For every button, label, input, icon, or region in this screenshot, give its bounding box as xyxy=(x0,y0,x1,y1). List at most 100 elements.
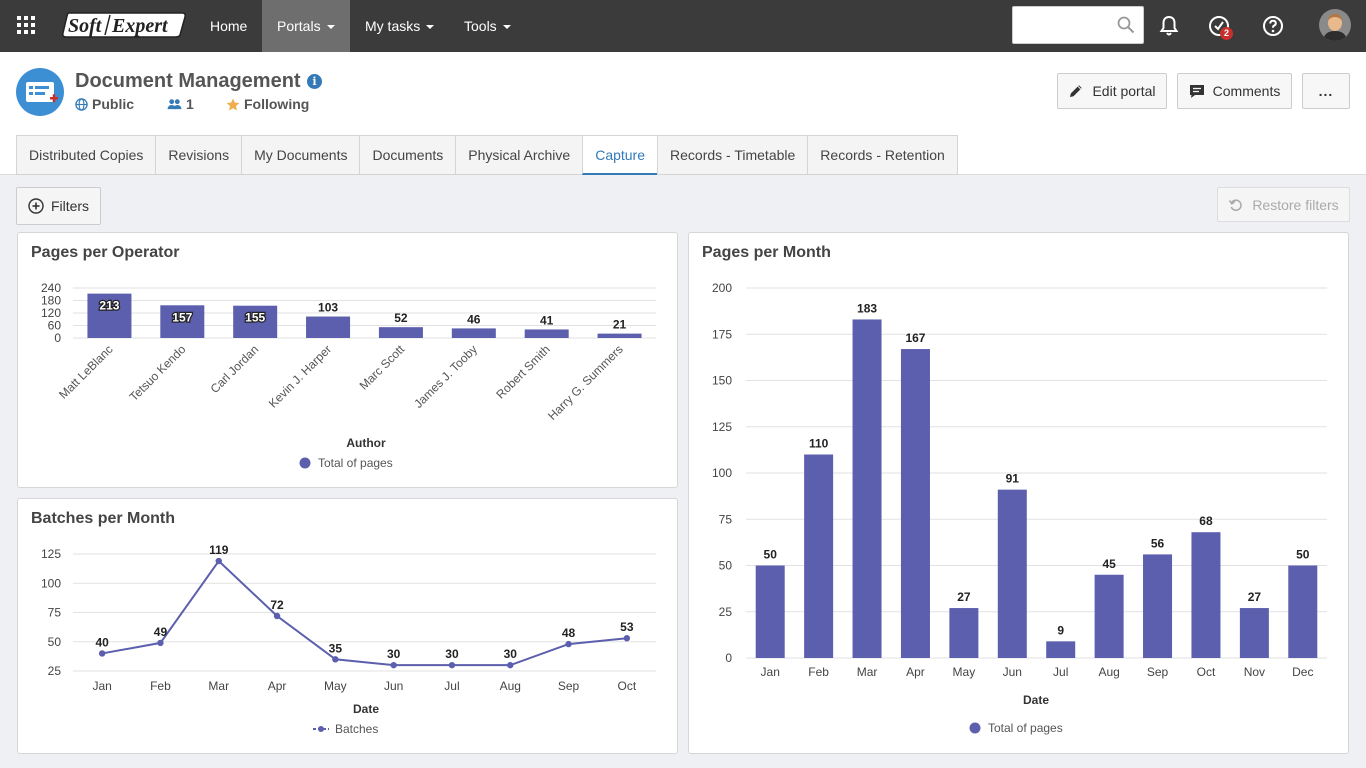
more-options-button[interactable]: ... xyxy=(1302,73,1350,109)
plus-circle-icon xyxy=(28,198,44,214)
data-point xyxy=(332,656,339,663)
y-tick-label: 0 xyxy=(725,651,732,665)
y-tick-label: 100 xyxy=(41,576,61,590)
y-tick-label: 200 xyxy=(712,281,732,295)
data-label: 30 xyxy=(504,647,518,661)
x-tick-label: Aug xyxy=(1098,665,1119,679)
bar xyxy=(524,329,569,338)
data-point xyxy=(565,640,572,648)
data-label: 167 xyxy=(905,331,925,345)
tab-revisions[interactable]: Revisions xyxy=(155,135,242,175)
tab-records-retention[interactable]: Records - Retention xyxy=(807,135,958,175)
tab-distributed-copies[interactable]: Distributed Copies xyxy=(16,135,156,175)
bar xyxy=(233,305,278,338)
x-axis-title: Date xyxy=(1023,693,1049,707)
x-tick-label: Carl Jordan xyxy=(208,342,262,396)
globe-icon xyxy=(75,97,88,111)
restore-filters-button[interactable]: Restore filters xyxy=(1217,187,1350,222)
top-navigation-bar: Soft Expert Home Portals My tasks Tools … xyxy=(0,0,1366,52)
data-point xyxy=(215,557,222,565)
bar xyxy=(378,327,423,338)
y-tick-label: 25 xyxy=(48,664,62,678)
softexpert-logo[interactable]: Soft Expert xyxy=(62,11,188,39)
tab-physical-archive[interactable]: Physical Archive xyxy=(455,135,583,175)
series-line xyxy=(101,559,627,667)
help-icon[interactable] xyxy=(1261,14,1285,38)
y-tick-label: 125 xyxy=(712,420,732,434)
visibility-status: Public xyxy=(75,96,134,112)
page-title: Document Management xyxy=(75,70,301,92)
data-label: 41 xyxy=(540,313,554,327)
x-tick-label: Marc Scott xyxy=(357,342,408,393)
data-point xyxy=(390,661,397,669)
edit-portal-button[interactable]: Edit portal xyxy=(1057,73,1167,109)
info-icon[interactable]: i xyxy=(307,74,322,89)
nav-portals[interactable]: Portals xyxy=(262,0,350,52)
nav-my-tasks[interactable]: My tasks xyxy=(350,0,449,52)
tab-my-documents[interactable]: My Documents xyxy=(241,135,360,175)
tasks-icon[interactable] xyxy=(1207,14,1231,38)
y-tick-label: 125 xyxy=(41,547,61,561)
search-icon[interactable] xyxy=(1117,16,1135,34)
nav-home[interactable]: Home xyxy=(210,18,248,34)
y-tick-label: 75 xyxy=(48,606,62,620)
y-tick-label: 175 xyxy=(712,327,732,341)
data-point xyxy=(448,661,456,669)
x-tick-label: Apr xyxy=(268,679,287,693)
bar xyxy=(306,316,351,338)
x-axis-title: Author xyxy=(346,436,386,450)
data-point xyxy=(98,650,106,657)
x-tick-label: Jul xyxy=(444,679,459,693)
chart-title: Batches per Month xyxy=(31,510,176,527)
x-tick-label: James J. Tooby xyxy=(411,342,480,411)
filters-button[interactable]: Filters xyxy=(16,187,101,225)
data-label: 119 xyxy=(209,543,229,557)
data-label: 155 xyxy=(245,311,265,325)
x-axis-title: Date xyxy=(353,702,379,716)
portal-header: Document Management i Public 1 Following… xyxy=(0,52,1366,175)
x-tick-label: Mar xyxy=(857,665,878,679)
search-box xyxy=(1012,6,1144,44)
legend-label: Batches xyxy=(335,722,378,736)
tab-documents[interactable]: Documents xyxy=(359,135,456,175)
search-input[interactable] xyxy=(1013,7,1113,43)
y-tick-label: 240 xyxy=(41,281,61,295)
data-point xyxy=(623,635,631,642)
data-point xyxy=(157,639,164,647)
tab-capture[interactable]: Capture xyxy=(582,135,658,175)
data-label: 213 xyxy=(99,299,119,313)
tab-records-timetable[interactable]: Records - Timetable xyxy=(657,135,808,175)
user-avatar[interactable] xyxy=(1319,9,1351,41)
follow-status[interactable]: Following xyxy=(226,96,309,112)
legend-label: Total of pages xyxy=(988,721,1063,735)
users-icon xyxy=(167,98,182,109)
bar xyxy=(451,328,496,338)
x-tick-label: Dec xyxy=(1292,665,1313,679)
bar xyxy=(949,608,979,658)
star-icon xyxy=(226,98,240,110)
comments-button[interactable]: Comments xyxy=(1177,73,1292,109)
data-point xyxy=(273,612,281,620)
bar xyxy=(597,333,642,338)
data-label: 91 xyxy=(1006,472,1020,486)
comment-icon xyxy=(1189,84,1204,98)
bell-icon[interactable] xyxy=(1157,14,1181,38)
y-tick-label: 50 xyxy=(48,635,62,649)
chart-panel-pages-per-operator: Pages per Operator 0 60 120 180 240 213 Matt L… xyxy=(17,232,678,488)
undo-icon xyxy=(1229,198,1243,211)
x-tick-label: Jun xyxy=(1003,665,1022,679)
legend-marker xyxy=(299,457,311,469)
chart-title: Pages per Month xyxy=(702,244,831,261)
legend-marker xyxy=(969,722,981,734)
bar xyxy=(87,293,132,338)
pencil-icon xyxy=(1070,85,1083,97)
chart-panel-batches-per-month: Batches per Month 25 50 75 100 125 40 Jan 49 Feb… xyxy=(17,498,678,754)
members-count[interactable]: 1 xyxy=(167,96,194,112)
data-label: 30 xyxy=(387,647,401,661)
apps-grid-icon[interactable] xyxy=(17,16,35,34)
data-point xyxy=(507,661,514,669)
svg-text:Expert: Expert xyxy=(111,15,169,37)
nav-tools[interactable]: Tools xyxy=(449,0,526,52)
x-tick-label: Feb xyxy=(808,665,829,679)
